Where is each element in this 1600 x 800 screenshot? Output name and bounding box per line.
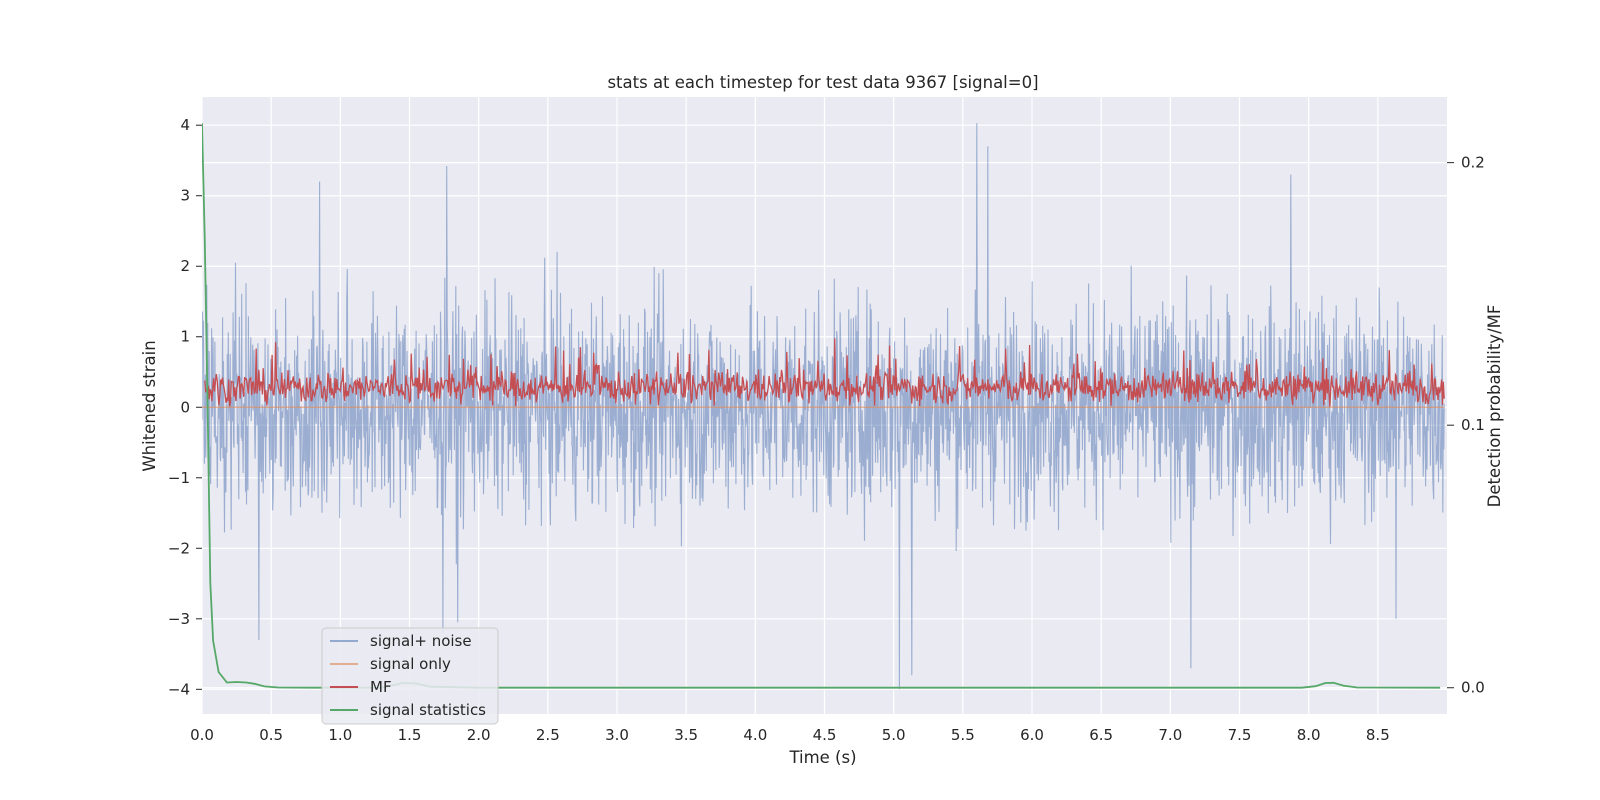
axes: 0.0 0.5 1.0 1.5 2.0 2.5 3.0 3.5 4.0 4.5 5.0 5.5 6.0 6…	[168, 116, 1485, 744]
legend: signal+ noise signal only MF signal statist…	[321, 627, 499, 725]
y-axis-label: Whitened strain	[140, 340, 159, 471]
x-tick-label: 1.0	[328, 726, 352, 744]
x-tick-label: 6.0	[1020, 726, 1044, 744]
y-tick-label: −3	[168, 610, 190, 628]
x-tick-label: 1.5	[398, 726, 422, 744]
chart-title: stats at each timestep for test data 936…	[607, 73, 1038, 92]
series-signal-statistics-line	[202, 123, 1441, 689]
legend-label-signal-only: signal only	[370, 655, 451, 673]
x-tick-label: 8.0	[1297, 726, 1321, 744]
y2-tick-label: 0.2	[1461, 154, 1485, 172]
y-tick-label: 3	[180, 187, 190, 205]
legend-label-signal-noise: signal+ noise	[370, 632, 472, 650]
x-tick-label: 4.5	[813, 726, 837, 744]
y-tick-label: −4	[168, 680, 190, 698]
legend-label-signal-statistics: signal statistics	[370, 701, 486, 719]
x-tick-label: 2.5	[536, 726, 560, 744]
y-tick-label: −1	[168, 469, 190, 487]
legend-label-mf: MF	[370, 678, 392, 696]
y-tick-label: 1	[180, 328, 190, 346]
y2-tick-label: 0.1	[1461, 416, 1485, 434]
y2-tick-label: 0.0	[1461, 679, 1485, 697]
x-tick-label: 7.5	[1228, 726, 1252, 744]
x-tick-label: 6.5	[1089, 726, 1113, 744]
x-tick-label: 2.0	[467, 726, 491, 744]
y-tick-label: 2	[180, 257, 190, 275]
x-tick-label: 8.5	[1366, 726, 1390, 744]
y-tick-label: 4	[180, 116, 190, 134]
x-tick-label: 0.0	[190, 726, 214, 744]
plot-content	[202, 123, 1445, 690]
x-tick-label: 3.5	[674, 726, 698, 744]
x-axis-label: Time (s)	[788, 748, 856, 767]
x-tick-label: 5.5	[951, 726, 975, 744]
x-tick-label: 5.0	[882, 726, 906, 744]
x-tick-label: 0.5	[259, 726, 283, 744]
y-tick-label: 0	[180, 398, 190, 416]
x-tick-label: 3.0	[605, 726, 629, 744]
x-tick-label: 4.0	[743, 726, 767, 744]
series-mf-line	[204, 338, 1445, 407]
x-tick-label: 7.0	[1158, 726, 1182, 744]
legend-box	[321, 627, 499, 725]
y2-axis-label: Detection probability/MF	[1485, 305, 1504, 508]
y-tick-label: −2	[168, 539, 190, 557]
